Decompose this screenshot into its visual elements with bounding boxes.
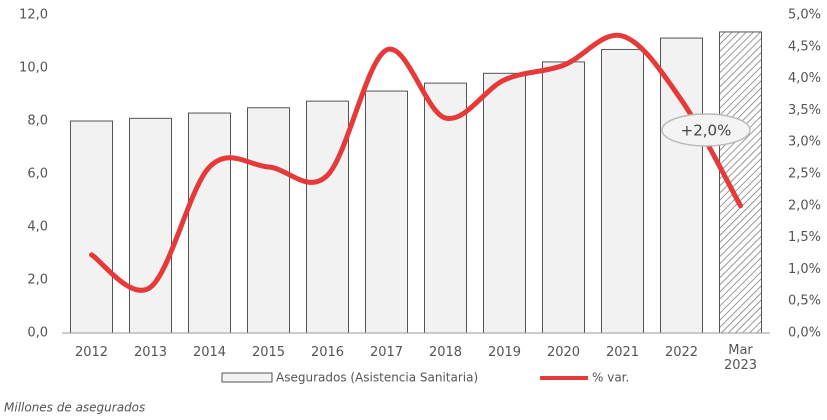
y-tick-label: 0,0: [27, 326, 48, 341]
bar: [601, 48, 644, 334]
y-tick-label: 4,0: [27, 220, 48, 235]
y2-tick-label: 3,5%: [788, 103, 821, 118]
x-tick-label: 2013: [133, 345, 168, 360]
x-tick-label: 2020: [546, 345, 581, 360]
annotation-bubble: [661, 113, 751, 147]
bar: [247, 107, 290, 334]
legend-label: Asegurados (Asistencia Sanitaria): [276, 371, 478, 385]
x-tick-label: 2015: [251, 345, 286, 360]
bar: [483, 72, 526, 334]
x-tick-label: 2014: [192, 345, 227, 360]
y2-tick-label: 5,0%: [788, 8, 821, 23]
bar: [365, 90, 408, 334]
bar: [424, 82, 467, 334]
y-tick-label: 6,0: [27, 167, 48, 182]
y2-tick-label: 2,5%: [788, 167, 821, 182]
x-tick-label: 2012: [74, 345, 109, 360]
bar: [129, 117, 172, 334]
x-tick-label: 2017: [369, 345, 404, 360]
x-tick-label: 2021: [605, 345, 640, 360]
y-tick-label: 8,0: [27, 114, 48, 129]
x-tick-label: 2022: [664, 345, 699, 360]
y2-tick-label: 4,0%: [788, 71, 821, 86]
bar: [70, 120, 113, 334]
x-tick-label: 2018: [428, 345, 463, 360]
footnote: Millones de asegurados: [4, 401, 145, 415]
legend-label: % var.: [592, 371, 629, 385]
line: [89, 32, 743, 293]
legend-swatch: [221, 372, 273, 383]
y2-tick-label: 1,0%: [788, 262, 821, 277]
bar: [306, 100, 349, 334]
y2-tick-label: 0,5%: [788, 294, 821, 309]
y2-tick-label: 3,0%: [788, 135, 821, 150]
x-tick-label: 2016: [310, 345, 345, 360]
x-tick-label: Mar 2023: [723, 343, 758, 373]
y-tick-label: 2,0: [27, 273, 48, 288]
y2-tick-label: 1,5%: [788, 230, 821, 245]
x-tick-label: 2019: [487, 345, 522, 360]
y2-tick-label: 2,0%: [788, 198, 821, 213]
annotation: +2,0%: [681, 122, 732, 140]
y-tick-label: 10,0: [19, 61, 48, 76]
bar: [188, 112, 231, 334]
bar: [660, 37, 703, 334]
y2-tick-label: 4,5%: [788, 39, 821, 54]
y-tick-label: 12,0: [19, 8, 48, 23]
bar: [542, 61, 585, 334]
y2-tick-label: 0,0%: [788, 326, 821, 341]
